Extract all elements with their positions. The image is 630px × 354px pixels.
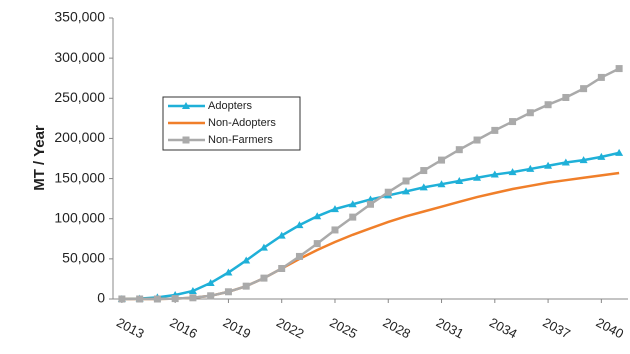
data-point xyxy=(597,152,606,160)
data-point xyxy=(579,156,588,164)
y-tick-label: 250,000 xyxy=(54,89,105,105)
x-tick-label: 2028 xyxy=(380,315,413,342)
data-point xyxy=(260,274,268,282)
data-point xyxy=(136,295,144,303)
data-point xyxy=(526,164,535,172)
y-tick-label: 200,000 xyxy=(54,129,105,145)
data-point xyxy=(597,73,605,81)
data-point xyxy=(313,240,321,248)
data-point xyxy=(508,168,517,176)
x-tick-label: 2031 xyxy=(434,315,467,342)
data-point xyxy=(384,188,392,196)
legend-label: Non-Farmers xyxy=(208,134,273,146)
data-point xyxy=(207,292,215,300)
data-line xyxy=(121,171,620,301)
data-point xyxy=(491,126,499,134)
data-point xyxy=(490,170,499,178)
data-point xyxy=(349,213,357,221)
y-tick-label: 0 xyxy=(97,290,105,306)
data-point xyxy=(455,146,463,154)
data-point xyxy=(473,136,481,144)
data-point xyxy=(544,101,552,109)
data-point xyxy=(189,294,197,302)
data-line xyxy=(121,151,620,301)
data-point xyxy=(366,195,375,203)
data-point xyxy=(206,278,215,286)
data-point xyxy=(295,221,304,229)
data-point xyxy=(330,205,339,213)
data-point xyxy=(278,264,286,272)
x-tick-label: 2034 xyxy=(487,315,520,342)
data-point xyxy=(544,161,553,169)
data-point xyxy=(259,243,268,251)
data-point xyxy=(402,177,410,185)
data-point xyxy=(295,252,303,260)
data-point xyxy=(153,295,161,303)
data-point xyxy=(242,282,250,290)
data-point xyxy=(420,167,428,175)
data-point xyxy=(561,158,570,166)
y-tick-label: 150,000 xyxy=(54,169,105,185)
x-tick-label: 2019 xyxy=(221,315,254,342)
data-point xyxy=(473,173,482,181)
legend-marker xyxy=(182,136,190,144)
data-point xyxy=(455,176,464,184)
data-point xyxy=(367,200,374,208)
x-tick-label: 2040 xyxy=(594,315,627,342)
legend: Adopters Non-Adopters Non-Farmers xyxy=(162,96,301,151)
data-point xyxy=(509,118,517,126)
data-point xyxy=(313,212,322,220)
y-tick-label: 300,000 xyxy=(54,49,105,65)
legend-label: Non-Adopters xyxy=(208,117,276,129)
data-point xyxy=(242,256,251,264)
y-axis-label: MT / Year xyxy=(31,125,48,191)
y-tick-label: 50,000 xyxy=(62,250,105,266)
data-point xyxy=(224,268,233,276)
data-point xyxy=(437,180,446,188)
data-point xyxy=(188,286,197,294)
x-tick-label: 2013 xyxy=(114,315,147,342)
data-point xyxy=(331,226,339,234)
data-point xyxy=(402,187,411,195)
x-tick-label: 2016 xyxy=(167,315,200,342)
data-point xyxy=(277,231,286,239)
data-point xyxy=(615,65,623,73)
x-tick-label: 2037 xyxy=(540,315,573,342)
x-tick-label: 2022 xyxy=(274,315,307,342)
data-point xyxy=(171,295,179,303)
data-point xyxy=(526,109,534,117)
data-point xyxy=(224,288,232,296)
data-point xyxy=(438,156,446,164)
data-point xyxy=(562,93,570,101)
legend-label: Adopters xyxy=(208,100,253,112)
x-tick-label: 2025 xyxy=(327,315,360,342)
data-point xyxy=(348,200,357,208)
data-point xyxy=(118,295,126,303)
data-point xyxy=(580,85,588,93)
y-tick-label: 350,000 xyxy=(54,9,105,25)
y-tick-label: 100,000 xyxy=(54,209,105,225)
data-point xyxy=(615,148,624,156)
legend-marker xyxy=(182,102,190,109)
data-point xyxy=(419,183,428,191)
